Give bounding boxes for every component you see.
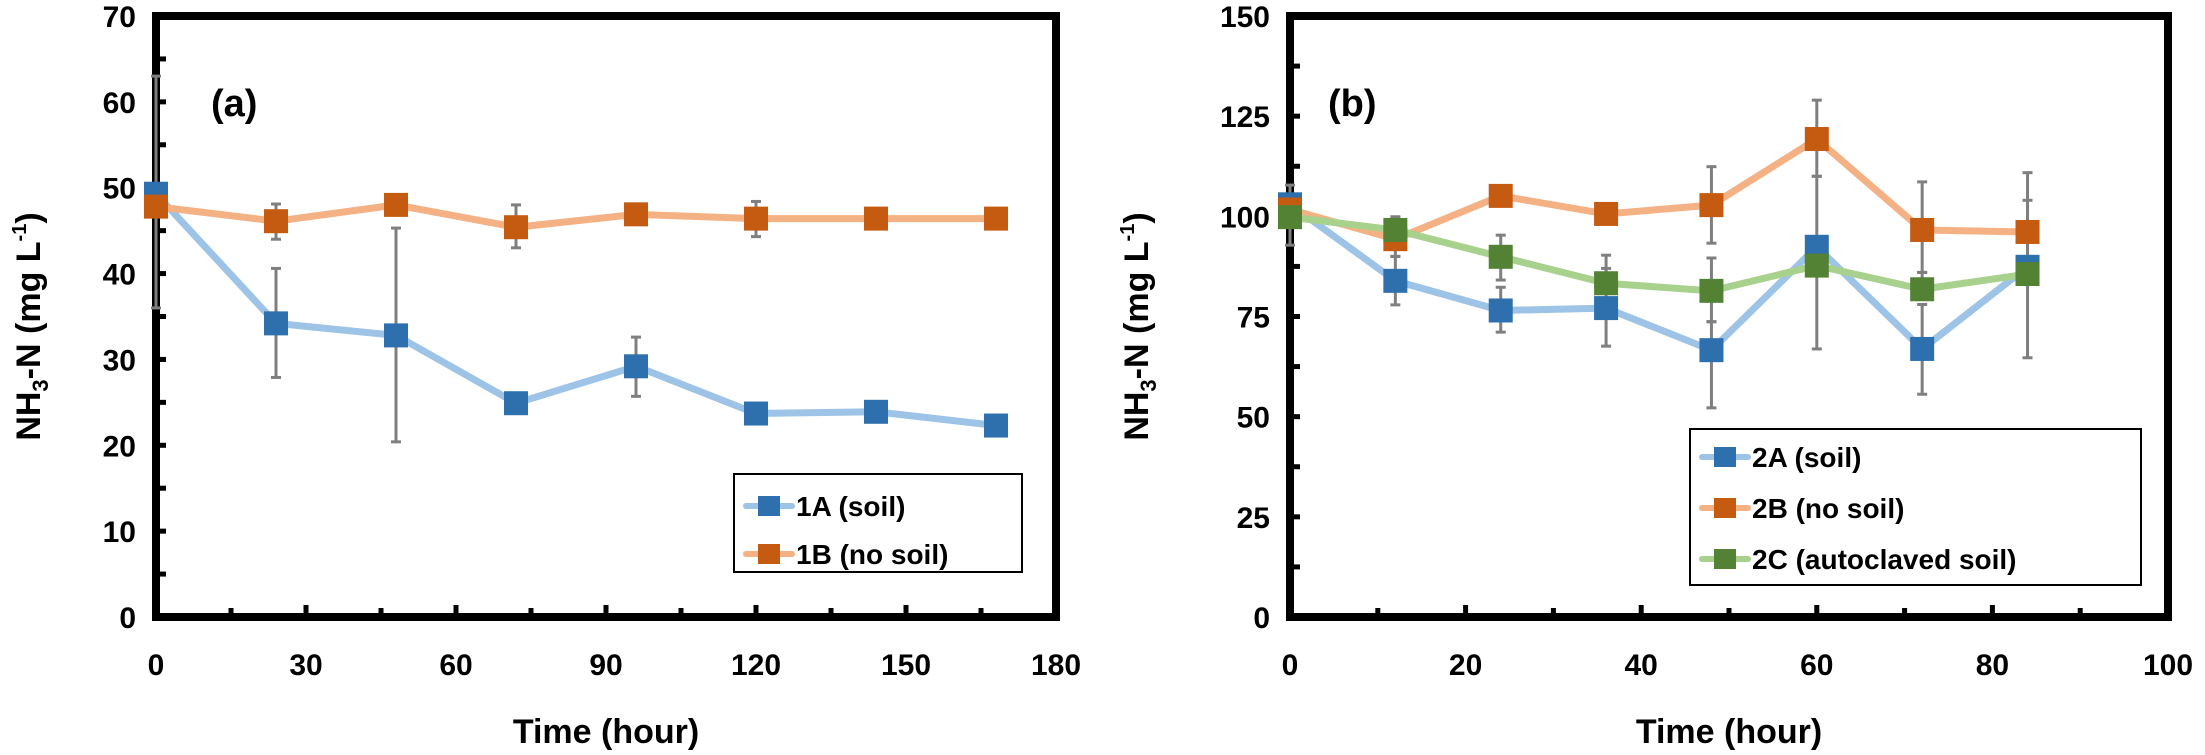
data-point xyxy=(384,323,408,348)
legend-label: 2B (no soil) xyxy=(1752,493,1904,524)
y-tick-label: 100 xyxy=(1220,201,1270,234)
x-axis-title: Time (hour) xyxy=(1636,713,1822,751)
panel-a: 0 10 20 30 40 50 60 70 0 30 60 90 120 150 180 Time (hou… xyxy=(9,1,1081,751)
y-tick-label: 25 xyxy=(1237,502,1270,535)
legend-marker xyxy=(1714,498,1736,518)
y-tick-label: 60 xyxy=(103,87,136,120)
data-point xyxy=(1910,277,1935,302)
y-tick-label: 30 xyxy=(103,344,136,377)
y-tick-label: 75 xyxy=(1237,302,1270,335)
y-tick-label: 50 xyxy=(103,173,136,206)
y-tick-label: 70 xyxy=(103,1,136,34)
data-point xyxy=(264,311,288,336)
data-point xyxy=(984,206,1008,231)
y-axis-title: NH3-N (mg L-1) xyxy=(1117,212,1161,440)
x-tick-label: 60 xyxy=(1800,649,1833,682)
data-point xyxy=(624,202,648,227)
y-tick-label: 10 xyxy=(103,516,136,549)
legend-box xyxy=(1689,428,2142,586)
panel-b: 0 25 50 75 100 125 150 0 20 40 60 80 100 Time (hour) N… xyxy=(1117,1,2193,751)
y-tick-label: 50 xyxy=(1237,402,1270,435)
panel-label: (b) xyxy=(1328,83,1377,125)
data-point xyxy=(744,401,768,426)
y-tick-label: 150 xyxy=(1220,1,1270,34)
x-tick-label: 90 xyxy=(589,649,622,682)
data-point xyxy=(1699,278,1724,303)
data-point xyxy=(1804,253,1829,278)
data-point xyxy=(864,206,888,231)
data-point xyxy=(1910,217,1935,242)
legend-label: 1B (no soil) xyxy=(796,539,948,570)
x-tick-label: 30 xyxy=(289,649,322,682)
legend-marker xyxy=(1714,549,1736,569)
data-point xyxy=(1699,338,1724,363)
data-point xyxy=(984,413,1008,438)
legend-label: 2A (soil) xyxy=(1752,442,1861,473)
data-point xyxy=(504,215,528,240)
data-point xyxy=(264,209,288,234)
series-line-0 xyxy=(1287,201,2030,354)
legend-label: 1A (soil) xyxy=(796,491,905,522)
data-point xyxy=(744,206,768,231)
data-point xyxy=(624,354,648,379)
y-tick-label: 125 xyxy=(1220,101,1270,134)
data-point xyxy=(1383,217,1408,242)
x-tick-label: 150 xyxy=(881,649,931,682)
x-tick-label: 0 xyxy=(148,649,165,682)
y-tick-label: 40 xyxy=(103,259,136,292)
panel-label: (a) xyxy=(211,83,257,125)
data-point xyxy=(1278,205,1302,230)
x-tick-label: 0 xyxy=(1282,649,1299,682)
data-point xyxy=(1594,201,1619,226)
data-point xyxy=(2015,219,2040,244)
data-point xyxy=(1488,244,1513,269)
data-point xyxy=(1383,268,1408,293)
y-tick-label: 0 xyxy=(1253,602,1270,635)
data-point xyxy=(2015,262,2040,287)
y-tick-label: 20 xyxy=(103,430,136,463)
x-tick-label: 120 xyxy=(731,649,781,682)
data-point xyxy=(144,194,168,219)
x-tick-label: 80 xyxy=(1976,649,2009,682)
data-point xyxy=(1594,271,1619,296)
data-point xyxy=(1804,127,1829,152)
x-tick-label: 20 xyxy=(1449,649,1482,682)
y-tick-label: 0 xyxy=(119,602,136,635)
series-line-0 xyxy=(153,191,997,430)
legend-marker xyxy=(758,496,780,516)
x-axis-title: Time (hour) xyxy=(513,713,699,751)
data-point xyxy=(1910,336,1935,361)
data-point xyxy=(504,391,528,416)
data-point xyxy=(864,399,888,424)
y-axis-title: NH3-N (mg L-1) xyxy=(9,212,53,440)
data-point xyxy=(1488,298,1513,323)
x-tick-label: 180 xyxy=(1031,649,1081,682)
data-point xyxy=(1488,183,1513,208)
legend-label: 2C (autoclaved soil) xyxy=(1752,544,2017,575)
data-point xyxy=(384,192,408,217)
x-tick-label: 40 xyxy=(1625,649,1658,682)
data-point xyxy=(1699,193,1724,218)
series-line-2 xyxy=(1289,213,2029,295)
x-tick-label: 100 xyxy=(2143,649,2193,682)
series-line-1 xyxy=(155,201,996,231)
legend-marker xyxy=(1714,447,1736,467)
data-point xyxy=(1594,296,1619,321)
legend-marker xyxy=(758,544,780,564)
x-tick-label: 60 xyxy=(439,649,472,682)
